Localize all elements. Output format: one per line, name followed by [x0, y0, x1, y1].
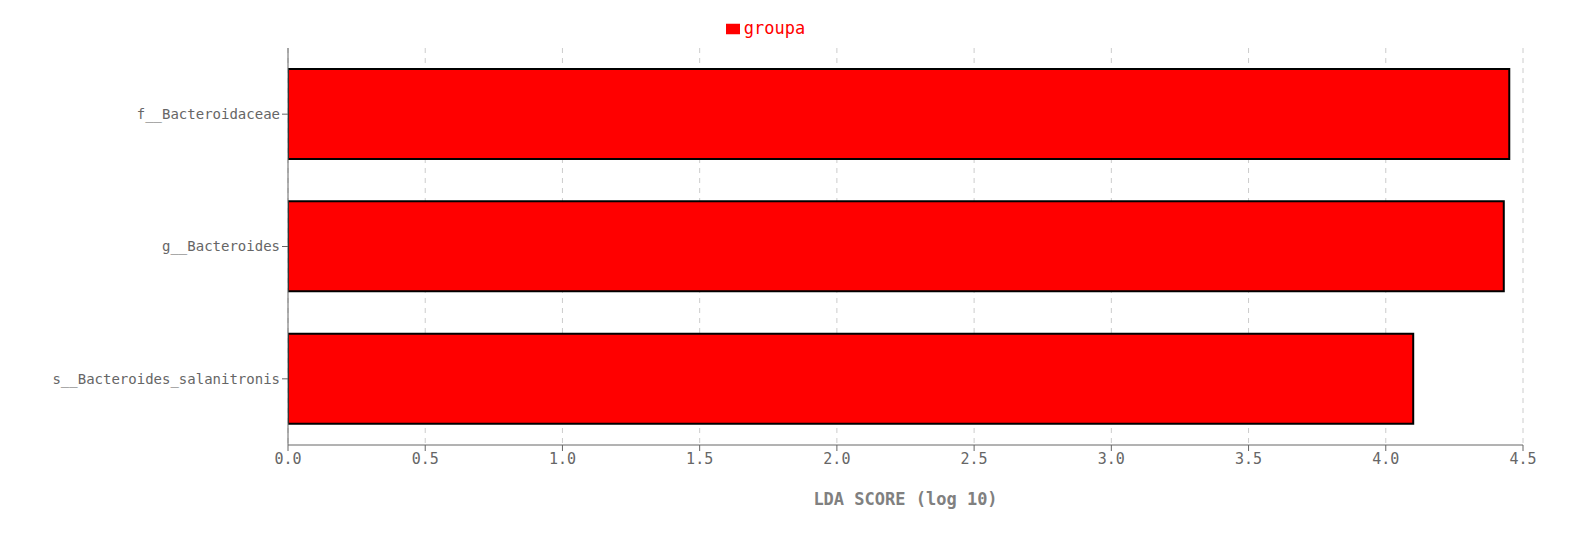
svg-text:3.0: 3.0: [1098, 450, 1125, 468]
svg-text:2.5: 2.5: [961, 450, 988, 468]
svg-text:s__Bacteroides_salanitronis: s__Bacteroides_salanitronis: [52, 371, 280, 388]
svg-text:4.0: 4.0: [1372, 450, 1399, 468]
svg-text:4.5: 4.5: [1509, 450, 1536, 468]
svg-text:3.5: 3.5: [1235, 450, 1262, 468]
svg-text:g__Bacteroides: g__Bacteroides: [162, 238, 280, 255]
html-text:groupa: groupa: [743, 18, 806, 38]
svg-text:0.0: 0.0: [274, 450, 301, 468]
svg-text:f__Bacteroidaceae: f__Bacteroidaceae: [137, 106, 280, 123]
svg-text:LDA SCORE (log 10): LDA SCORE (log 10): [813, 489, 997, 509]
svg-text:0.5: 0.5: [412, 450, 439, 468]
svg-text:1.5: 1.5: [686, 450, 713, 468]
svg-text:1.0: 1.0: [549, 450, 576, 468]
svg-text:2.0: 2.0: [823, 450, 850, 468]
